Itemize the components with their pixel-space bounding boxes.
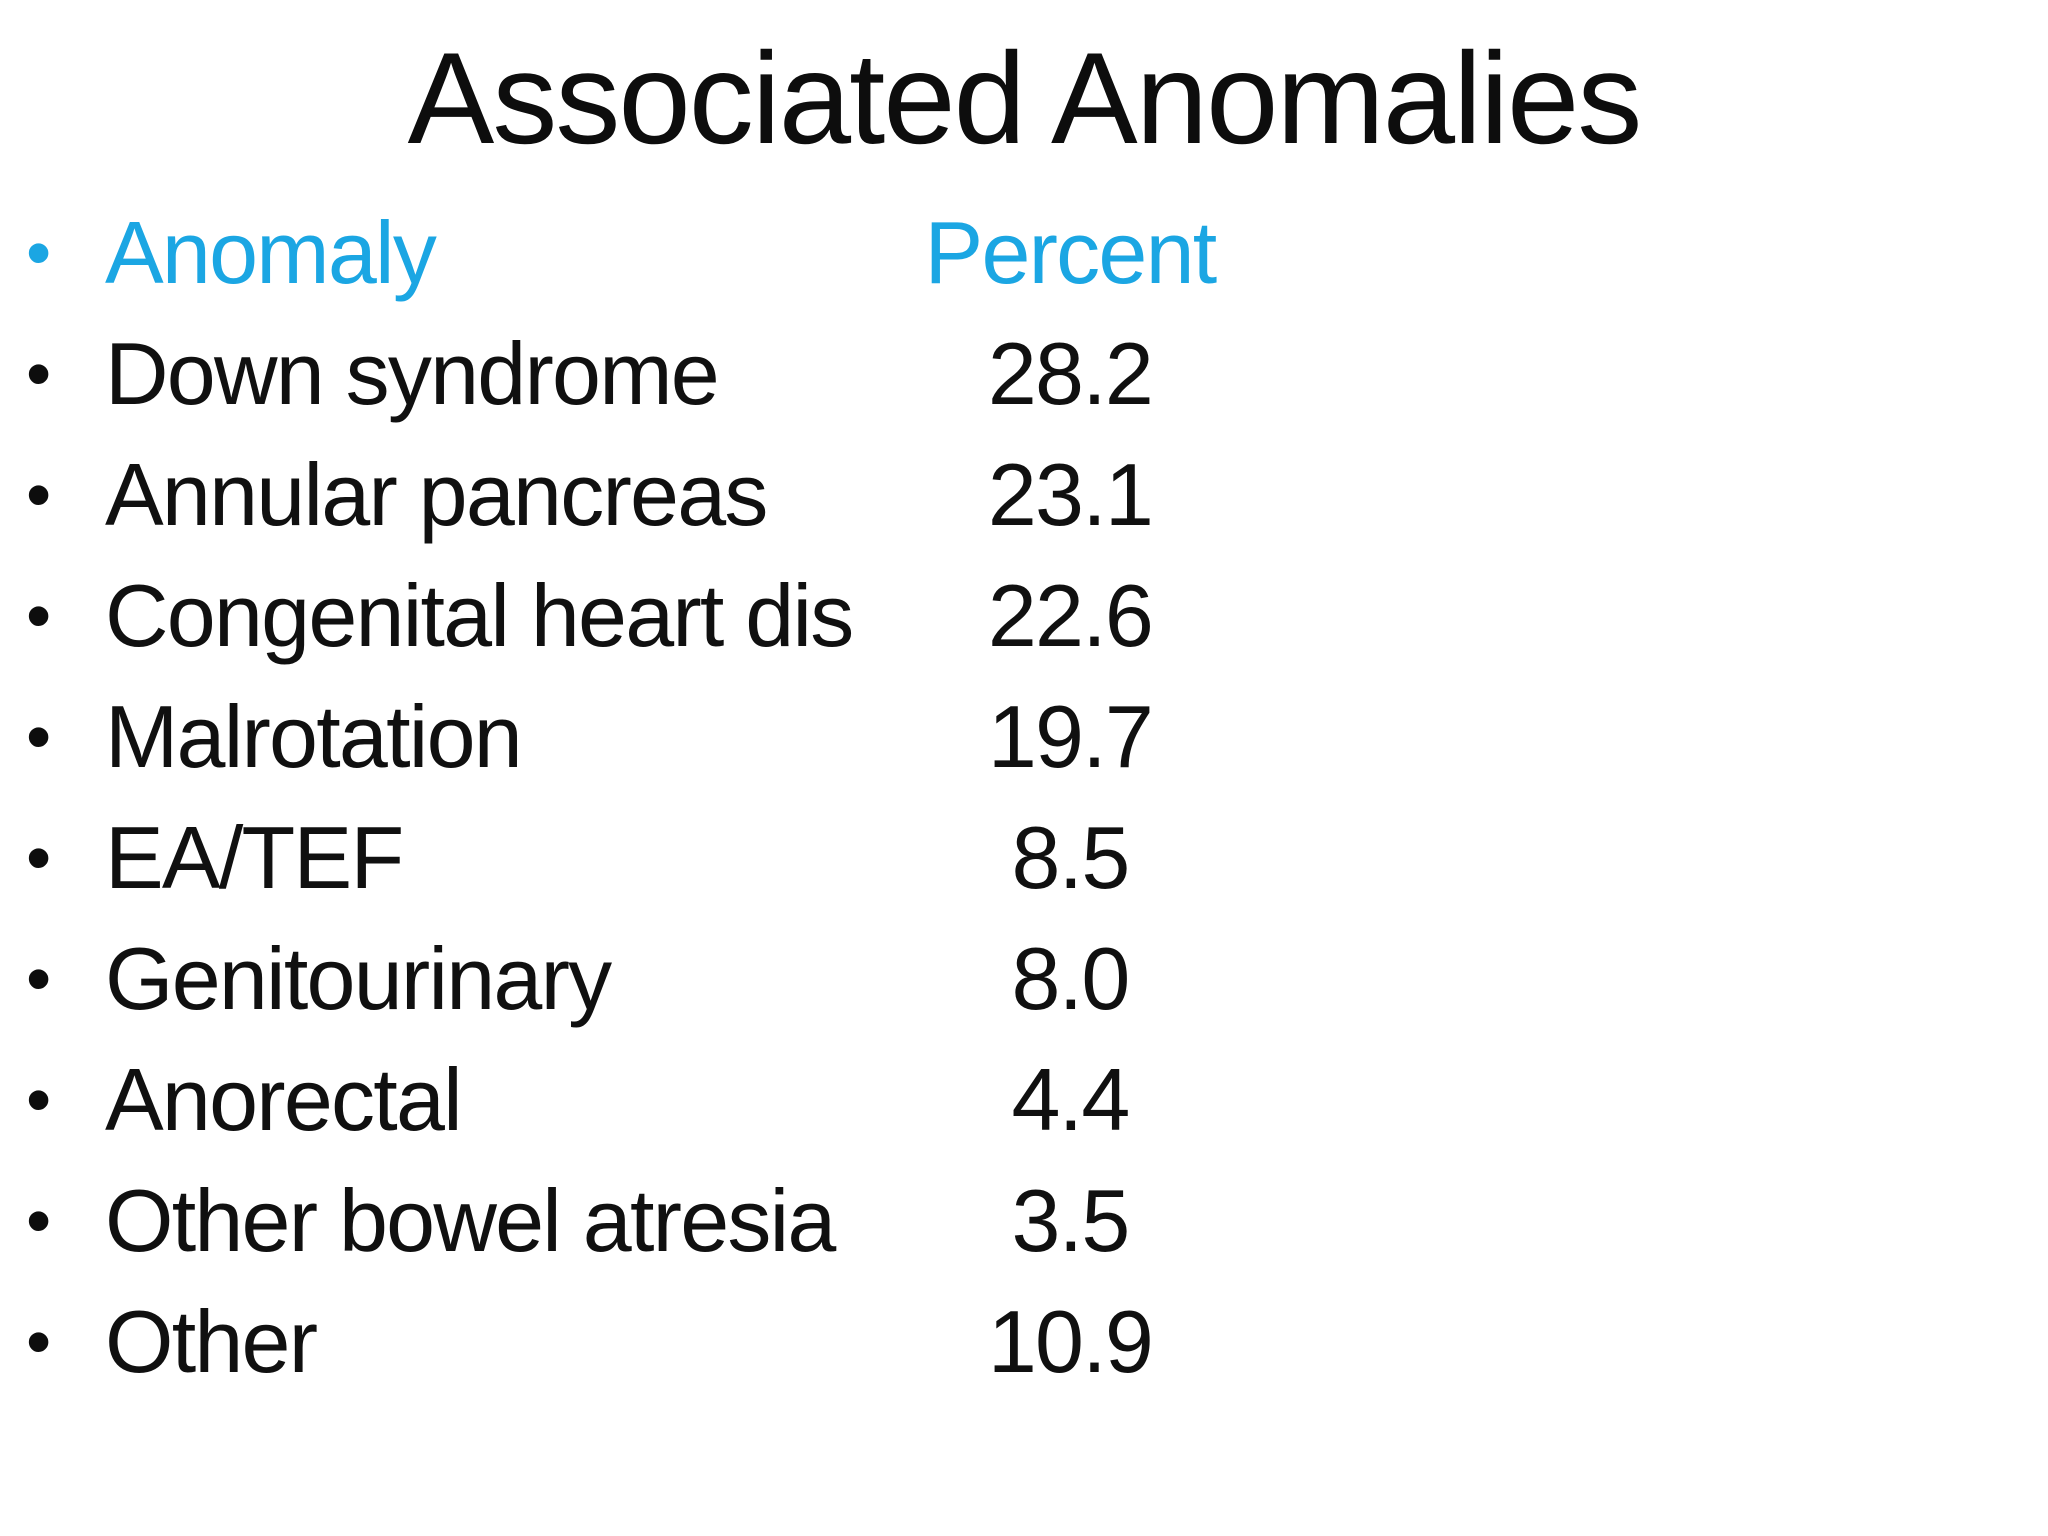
bullet-icon: • [26, 696, 52, 777]
table-row: • Other 10.9 [0, 1281, 2048, 1402]
anomaly-label: Down syndrome [105, 323, 720, 423]
slide-title: Associated Anomalies [407, 25, 1643, 171]
anomaly-label: Annular pancreas [105, 444, 768, 544]
bullet-icon: • [26, 575, 52, 656]
percent-value: 23.1 [987, 444, 1154, 544]
percent-value: 10.9 [987, 1291, 1154, 1391]
anomaly-table: • Anomaly Percent • Down syndrome 28.2 •… [0, 192, 2048, 1402]
bullet-icon: • [26, 212, 52, 293]
bullet-icon: • [26, 1180, 52, 1261]
percent-value: 8.0 [1011, 928, 1130, 1028]
anomaly-label: Congenital heart dis [105, 565, 854, 665]
bullet-icon: • [26, 938, 52, 1019]
column-header-anomaly: Anomaly [105, 202, 437, 302]
anomaly-label: Anorectal [105, 1049, 463, 1149]
percent-value: 22.6 [987, 565, 1154, 665]
bullet-icon: • [26, 1301, 52, 1382]
column-header-percent: Percent [924, 202, 1218, 302]
percent-value: 4.4 [1011, 1049, 1130, 1149]
percent-value: 8.5 [1011, 807, 1130, 907]
bullet-icon: • [26, 1059, 52, 1140]
bullet-icon: • [26, 817, 52, 898]
anomaly-label: Other bowel atresia [105, 1170, 836, 1270]
anomaly-label: Malrotation [105, 686, 523, 786]
table-header-row: • Anomaly Percent [0, 192, 2048, 313]
table-row: • Congenital heart dis 22.6 [0, 555, 2048, 676]
table-row: • Genitourinary 8.0 [0, 918, 2048, 1039]
table-row: • Anorectal 4.4 [0, 1039, 2048, 1160]
bullet-icon: • [26, 333, 52, 414]
bullet-icon: • [26, 454, 52, 535]
anomaly-label: EA/TEF [105, 807, 404, 907]
table-row: • EA/TEF 8.5 [0, 797, 2048, 918]
percent-value: 3.5 [1011, 1170, 1130, 1270]
table-row: • Malrotation 19.7 [0, 676, 2048, 797]
percent-value: 19.7 [987, 686, 1154, 786]
table-row: • Annular pancreas 23.1 [0, 434, 2048, 555]
table-row: • Other bowel atresia 3.5 [0, 1160, 2048, 1281]
percent-value: 28.2 [987, 323, 1154, 423]
anomaly-label: Other [105, 1291, 318, 1391]
anomaly-label: Genitourinary [105, 928, 612, 1028]
table-row: • Down syndrome 28.2 [0, 313, 2048, 434]
